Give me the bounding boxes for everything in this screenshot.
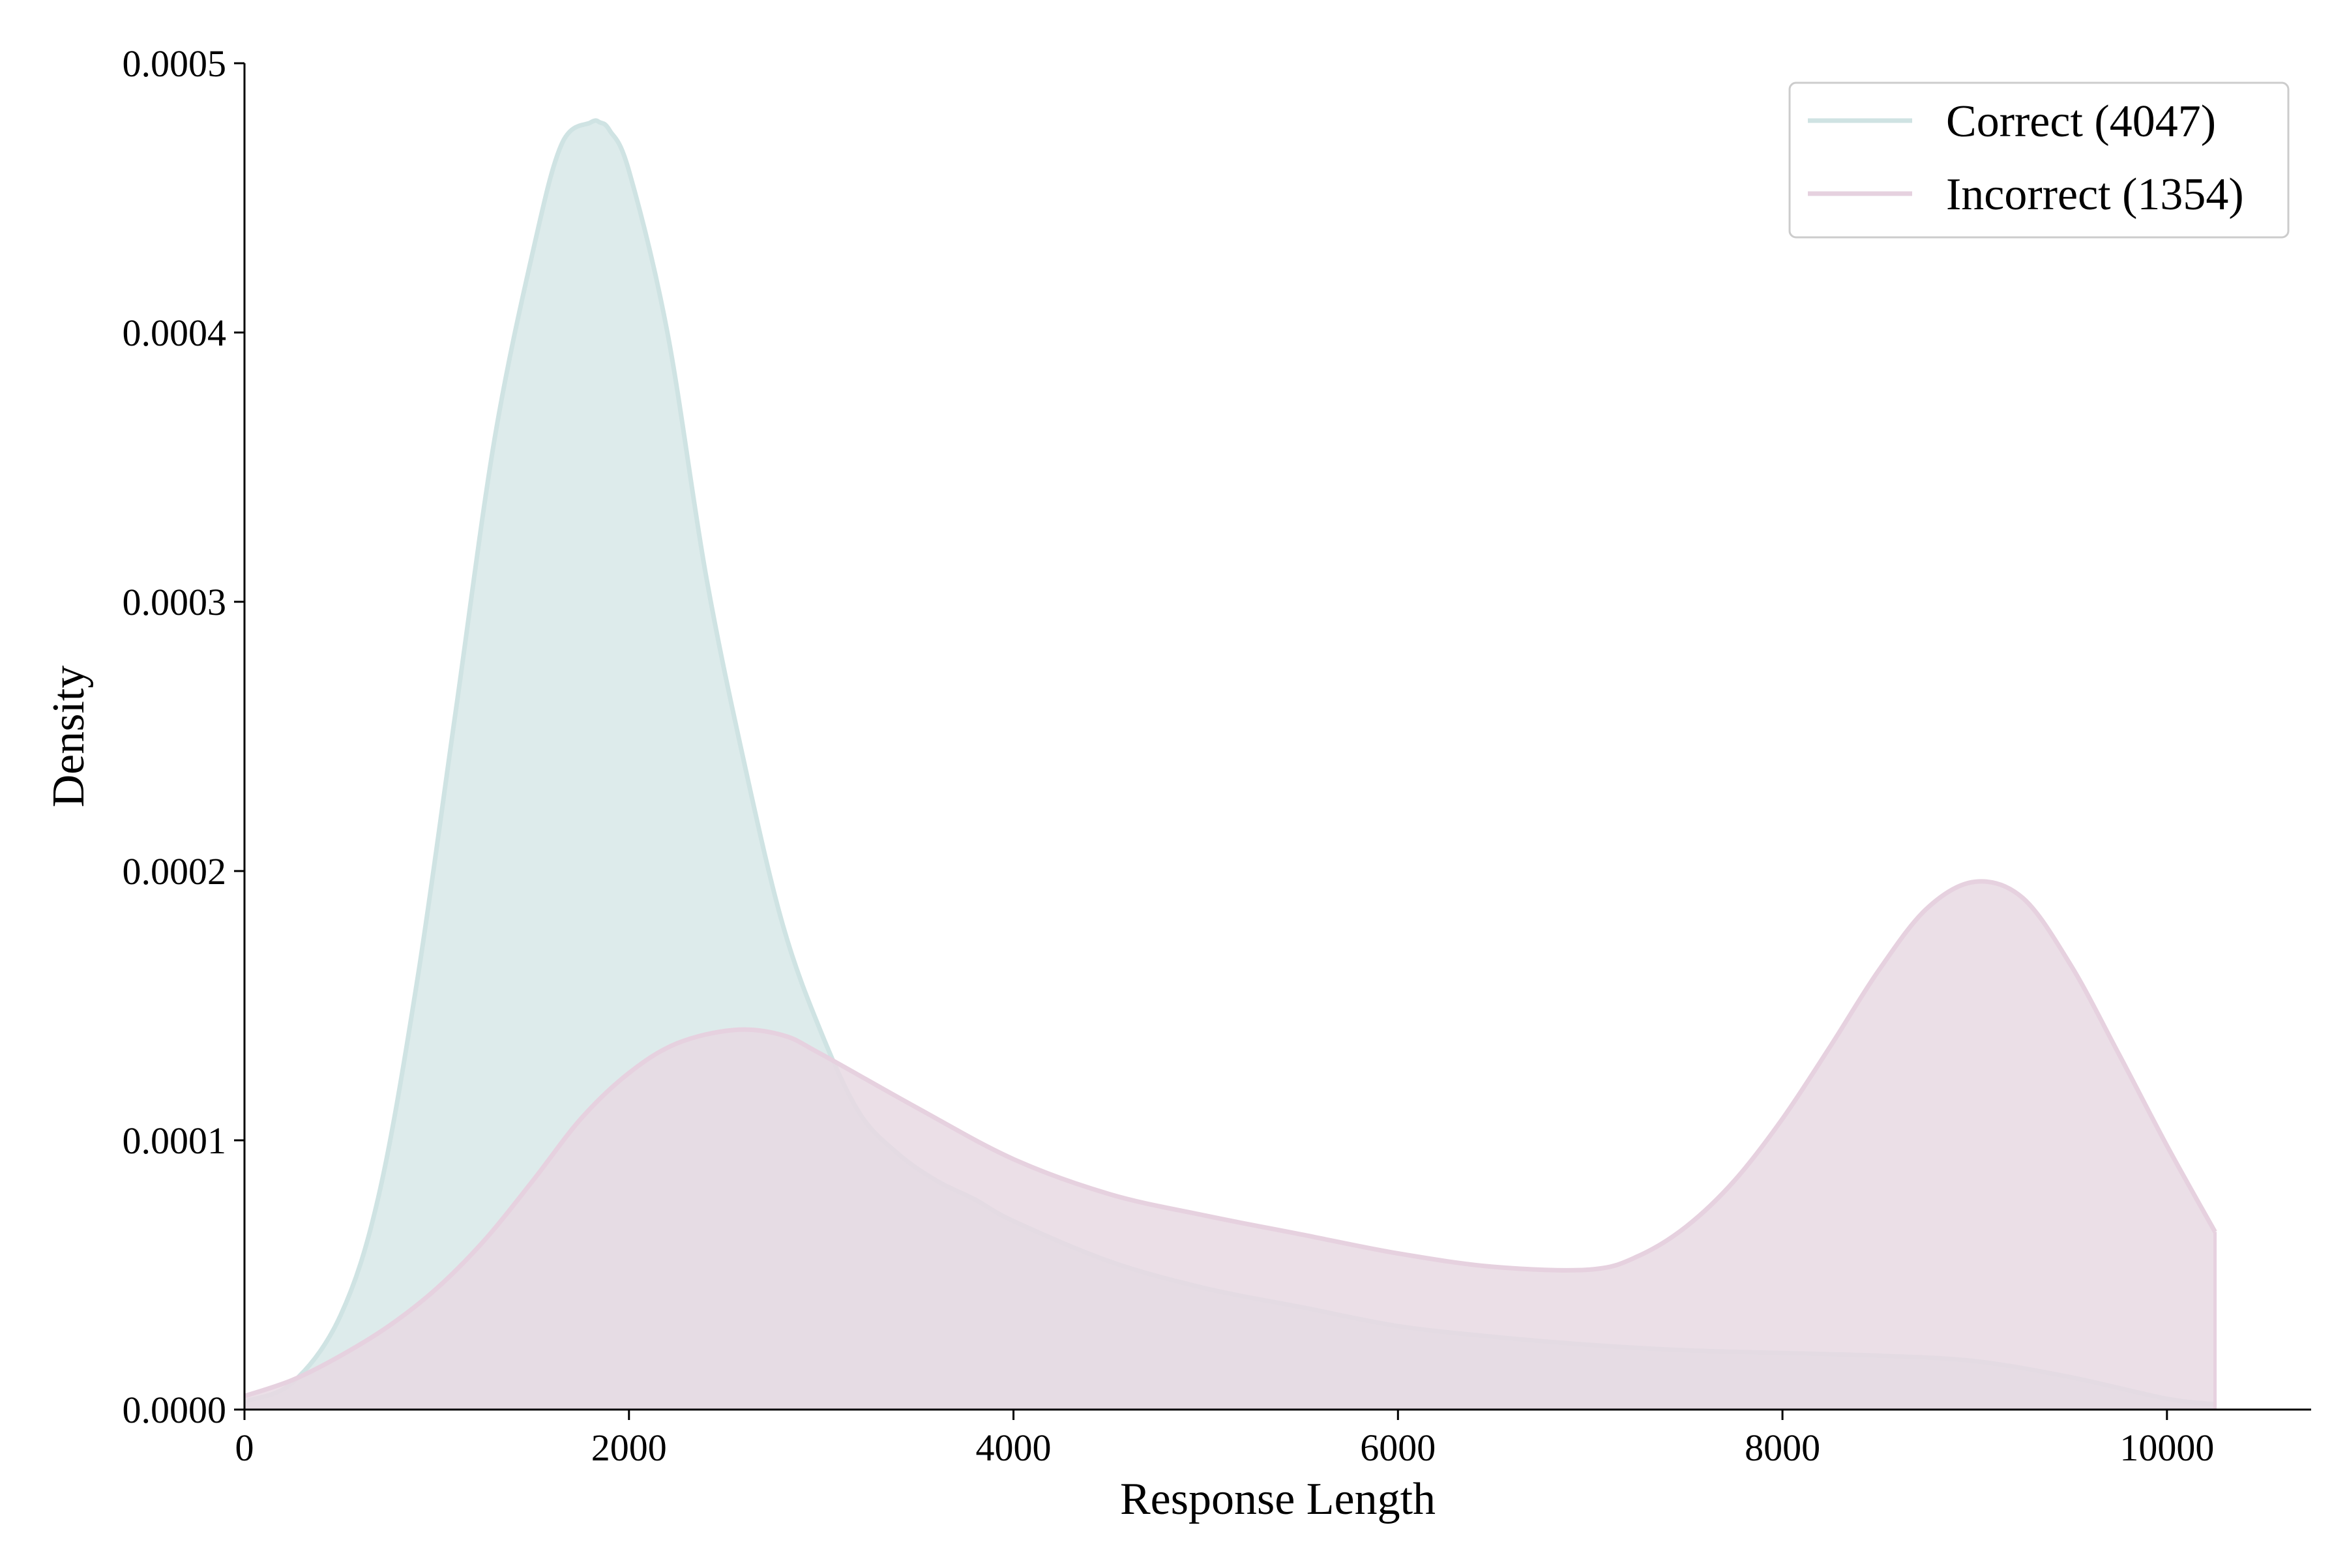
- y-axis-ticks: 0.0000 0.0001 0.0002 0.0003 0.0004 0.0005: [123, 42, 244, 1431]
- x-tick-label: 6000: [1360, 1427, 1436, 1469]
- x-tick-label: 4000: [976, 1427, 1052, 1469]
- legend-label-0: Correct (4047): [1946, 96, 2216, 147]
- y-tick-label: 0.0001: [123, 1119, 227, 1162]
- series-areas: [243, 118, 2217, 1410]
- y-tick-label: 0.0000: [123, 1389, 227, 1431]
- x-tick-label: 10000: [2119, 1427, 2214, 1469]
- x-tick-label: 8000: [1745, 1427, 1820, 1469]
- legend: Correct (4047) Incorrect (1354): [1788, 81, 2290, 239]
- y-tick-label: 0.0002: [123, 850, 227, 893]
- y-tick-label: 0.0004: [123, 312, 227, 354]
- x-axis-title: Response Length: [1120, 1474, 1436, 1524]
- x-tick-label: 0: [235, 1427, 254, 1469]
- series-line-1: [243, 879, 2217, 1398]
- x-axis-ticks: 0 2000 4000 6000 8000 10000: [235, 1410, 2214, 1469]
- legend-label-1: Incorrect (1354): [1946, 170, 2244, 220]
- x-tick-label: 2000: [591, 1427, 667, 1469]
- y-tick-label: 0.0005: [123, 42, 227, 85]
- series-area-1: [244, 881, 2215, 1410]
- legend-box: [1788, 81, 2290, 239]
- y-tick-label: 0.0003: [123, 581, 227, 623]
- y-axis-title: Density: [44, 666, 94, 808]
- axes: [243, 63, 2311, 1411]
